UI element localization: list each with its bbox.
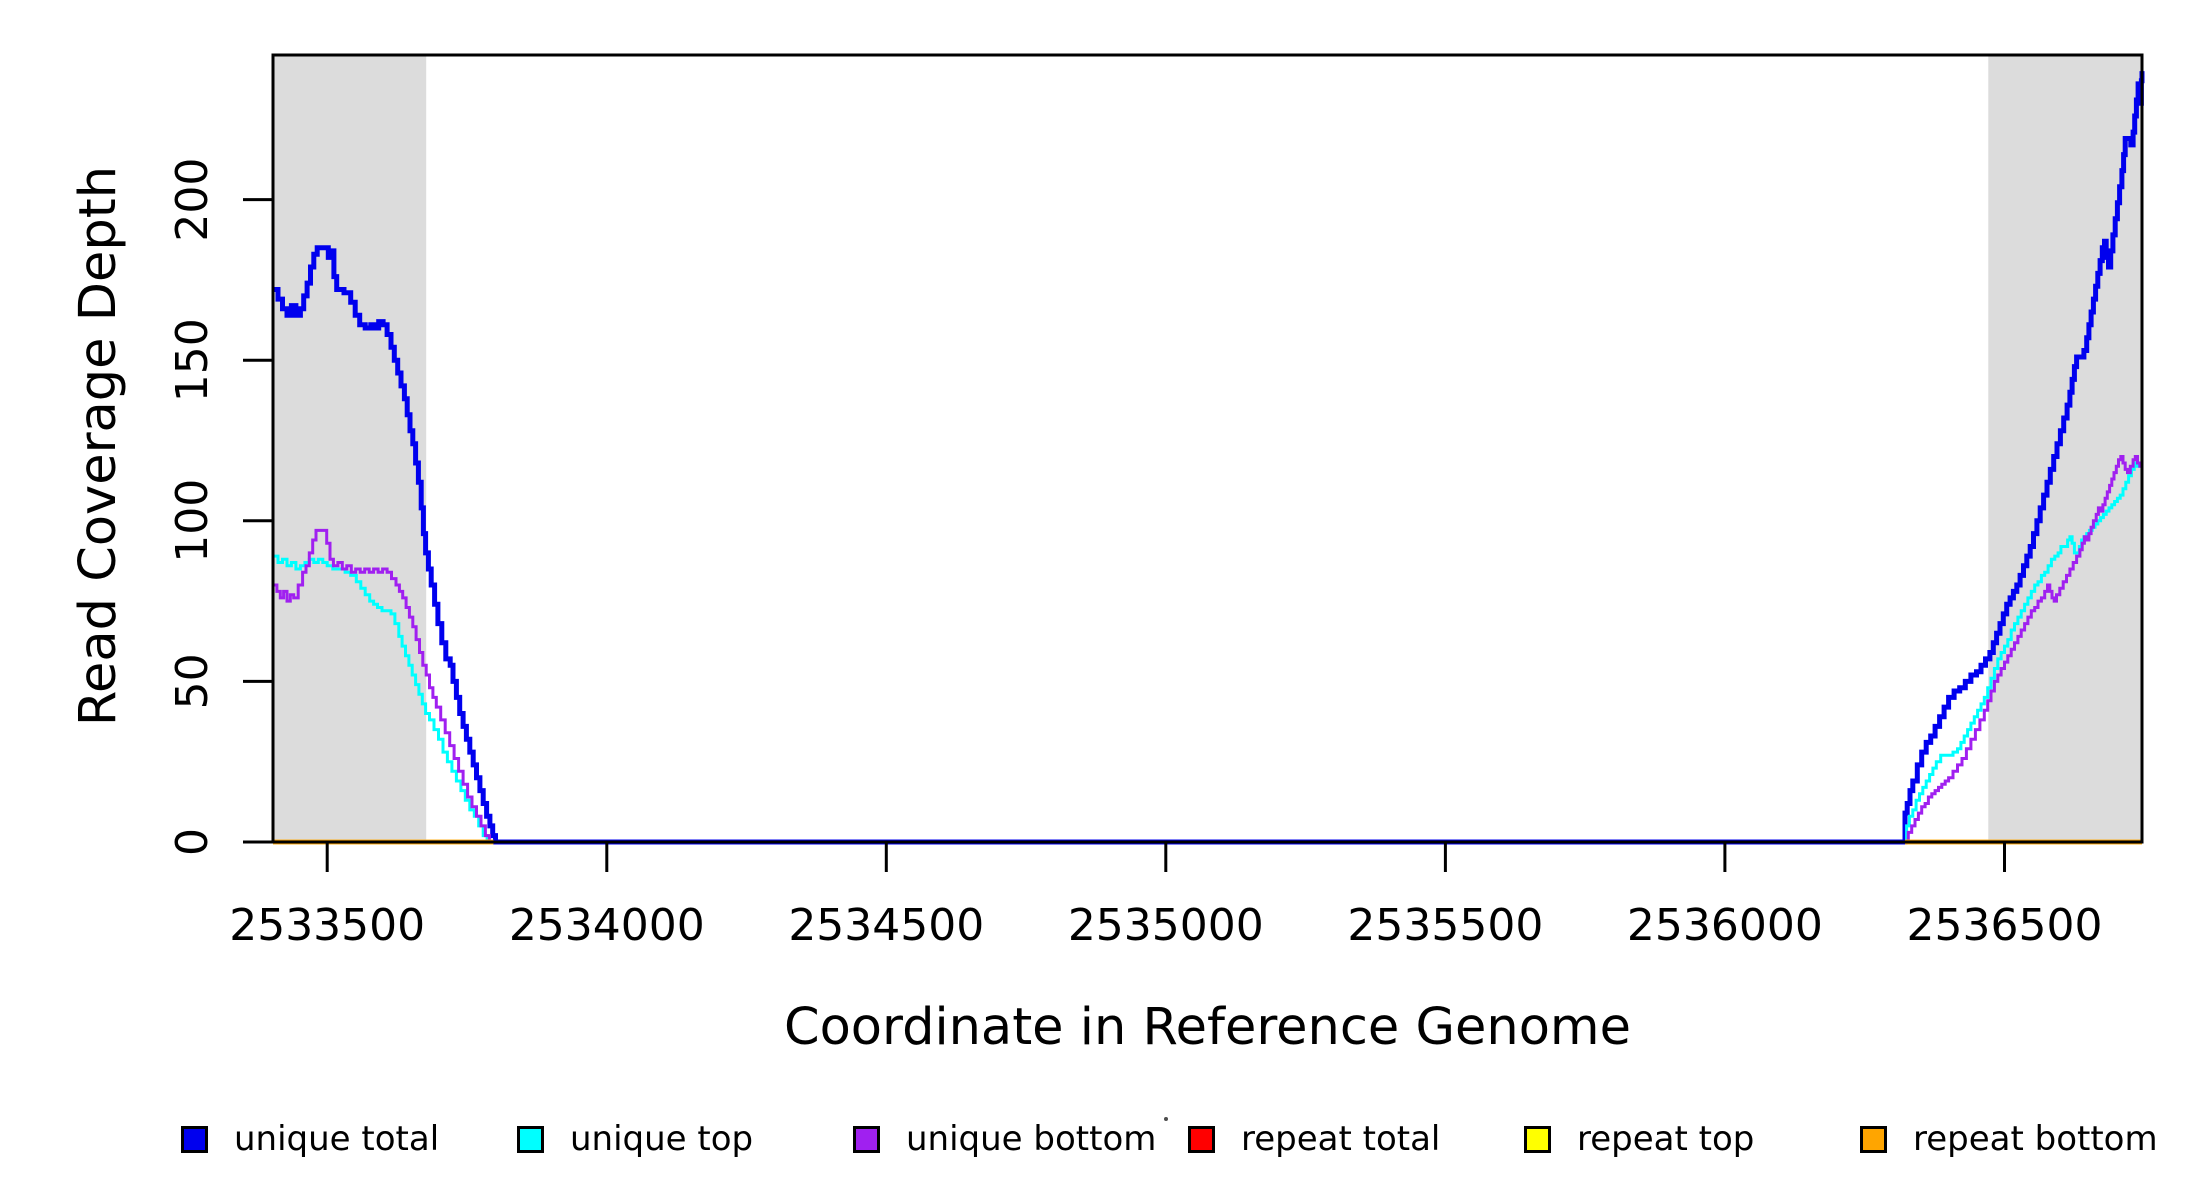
x-tick-label: 2536500 bbox=[1907, 900, 2103, 951]
x-tick-label: 2533500 bbox=[229, 900, 425, 951]
y-tick-label: 150 bbox=[167, 318, 218, 402]
legend-label-repeat-total: repeat total bbox=[1241, 1119, 1441, 1159]
shaded-region-1 bbox=[1988, 55, 2142, 842]
legend-swatch-repeat-total bbox=[1188, 1125, 1215, 1153]
legend-item-unique-top: unique top bbox=[517, 1119, 753, 1159]
plot-frame bbox=[271, 53, 2144, 844]
x-tick-label: 2535500 bbox=[1347, 900, 1543, 951]
legend-label-repeat-bottom: repeat bottom bbox=[1913, 1119, 2158, 1159]
stray-dot-artifact bbox=[1164, 1117, 1168, 1121]
series-unique-top bbox=[273, 461, 2142, 844]
legend-swatch-unique-total bbox=[181, 1125, 208, 1153]
legend-label-repeat-top: repeat top bbox=[1577, 1119, 1755, 1159]
shaded-region-0 bbox=[273, 55, 427, 842]
y-tick-label: 100 bbox=[167, 479, 218, 563]
legend-item-repeat-total: repeat total bbox=[1188, 1119, 1440, 1159]
legend-label-unique-bottom: unique bottom bbox=[906, 1119, 1157, 1159]
legend-label-unique-total: unique total bbox=[234, 1119, 440, 1159]
legend-item-unique-total: unique total bbox=[181, 1119, 439, 1159]
x-tick-label: 2535000 bbox=[1068, 900, 1264, 951]
legend-label-unique-top: unique top bbox=[570, 1119, 754, 1159]
legend-item-repeat-top: repeat top bbox=[1524, 1119, 1754, 1159]
y-tick-label: 0 bbox=[167, 828, 218, 856]
legend-item-repeat-bottom: repeat bottom bbox=[1860, 1119, 2158, 1159]
y-axis-title: Read Coverage Depth bbox=[69, 165, 128, 727]
series-unique-bottom bbox=[273, 455, 2144, 844]
series-unique-total bbox=[273, 71, 2145, 845]
legend-swatch-repeat-top bbox=[1524, 1125, 1551, 1153]
x-tick-label: 2534500 bbox=[788, 900, 984, 951]
legend-item-unique-bottom: unique bottom bbox=[853, 1119, 1156, 1159]
legend-swatch-repeat-bottom bbox=[1860, 1125, 1887, 1153]
legend-swatch-unique-bottom bbox=[853, 1125, 880, 1153]
y-tick-label: 200 bbox=[167, 158, 218, 242]
y-tick-label: 50 bbox=[167, 653, 218, 709]
x-axis-title: Coordinate in Reference Genome bbox=[783, 998, 1631, 1057]
legend-swatch-unique-top bbox=[517, 1125, 544, 1153]
x-tick-label: 2534000 bbox=[509, 900, 705, 951]
x-tick-label: 2536000 bbox=[1627, 900, 1823, 951]
